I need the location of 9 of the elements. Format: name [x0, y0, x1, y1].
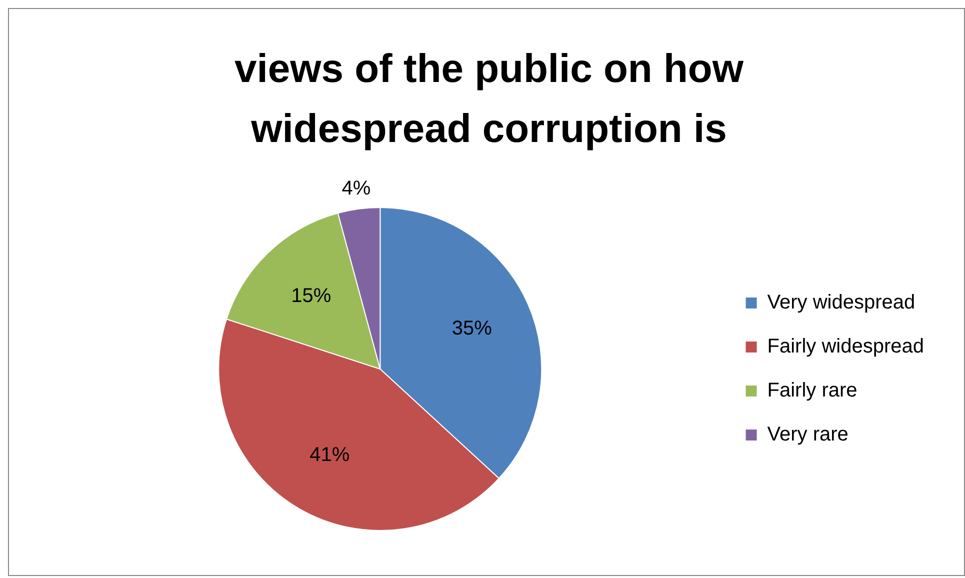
data-label: 35%	[452, 317, 492, 340]
legend-label: Very widespread	[767, 292, 916, 314]
data-label: 4%	[342, 178, 371, 200]
data-label: 15%	[291, 284, 332, 307]
legend-label: Fairly widespread	[767, 336, 924, 358]
chart-title: views of the public on how widespread corruption is	[234, 46, 744, 153]
legend-label: Fairly rare	[767, 380, 858, 402]
data-label: 41%	[310, 444, 350, 466]
legend-label: Very rare	[767, 424, 848, 446]
